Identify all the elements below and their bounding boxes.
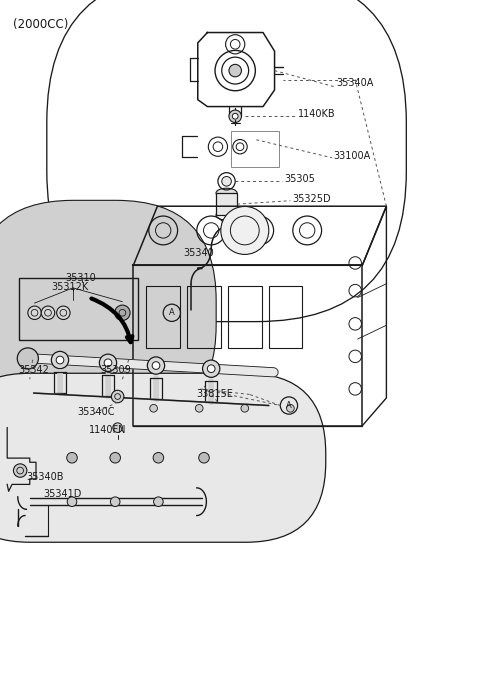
Circle shape — [152, 362, 160, 370]
Bar — [146, 286, 180, 348]
Text: (2000CC): (2000CC) — [13, 18, 69, 31]
Circle shape — [229, 64, 241, 77]
Bar — [216, 193, 237, 215]
Circle shape — [199, 453, 209, 463]
Circle shape — [150, 404, 157, 412]
Circle shape — [28, 306, 41, 320]
Bar — [228, 286, 262, 348]
Text: A: A — [286, 401, 292, 410]
Circle shape — [41, 306, 55, 320]
Text: 35340: 35340 — [183, 248, 214, 257]
Bar — [187, 286, 221, 348]
Text: 1140KB: 1140KB — [298, 109, 335, 119]
Text: 33100A: 33100A — [334, 151, 371, 161]
Circle shape — [51, 352, 69, 369]
Circle shape — [153, 453, 164, 463]
Text: 33815E: 33815E — [197, 389, 234, 399]
Circle shape — [154, 497, 163, 507]
Circle shape — [104, 359, 112, 367]
Circle shape — [111, 390, 124, 403]
Circle shape — [226, 235, 233, 242]
Circle shape — [99, 354, 117, 372]
Circle shape — [195, 404, 203, 412]
Bar — [231, 131, 279, 167]
FancyBboxPatch shape — [0, 200, 216, 426]
Circle shape — [221, 206, 269, 255]
Text: 35342: 35342 — [18, 365, 49, 375]
Circle shape — [207, 365, 215, 372]
Circle shape — [57, 306, 70, 320]
Text: 35310: 35310 — [65, 273, 96, 282]
Circle shape — [147, 357, 165, 374]
Circle shape — [67, 497, 77, 507]
Circle shape — [232, 113, 238, 119]
Circle shape — [17, 348, 38, 369]
Circle shape — [67, 453, 77, 463]
Circle shape — [241, 404, 249, 412]
Circle shape — [56, 356, 64, 364]
Ellipse shape — [216, 210, 237, 220]
Ellipse shape — [216, 188, 237, 198]
Text: 35305: 35305 — [284, 174, 315, 183]
Text: 35312K: 35312K — [51, 282, 88, 291]
Circle shape — [287, 404, 294, 412]
Bar — [269, 286, 302, 348]
Circle shape — [110, 497, 120, 507]
Text: A: A — [169, 308, 175, 318]
Circle shape — [203, 360, 220, 377]
Circle shape — [226, 215, 233, 221]
Text: 35340C: 35340C — [78, 407, 115, 417]
Circle shape — [110, 453, 120, 463]
Text: 35340A: 35340A — [336, 78, 373, 88]
Circle shape — [13, 464, 27, 477]
Circle shape — [113, 423, 122, 432]
Circle shape — [229, 110, 241, 122]
FancyBboxPatch shape — [0, 373, 326, 543]
Circle shape — [115, 305, 130, 320]
Bar — [19, 278, 138, 340]
Text: 35309: 35309 — [100, 365, 131, 375]
Text: 35341D: 35341D — [43, 489, 82, 498]
Text: 35340B: 35340B — [26, 472, 63, 482]
Text: 1140FN: 1140FN — [89, 425, 126, 435]
Text: 35325D: 35325D — [292, 194, 330, 203]
Circle shape — [222, 176, 231, 186]
